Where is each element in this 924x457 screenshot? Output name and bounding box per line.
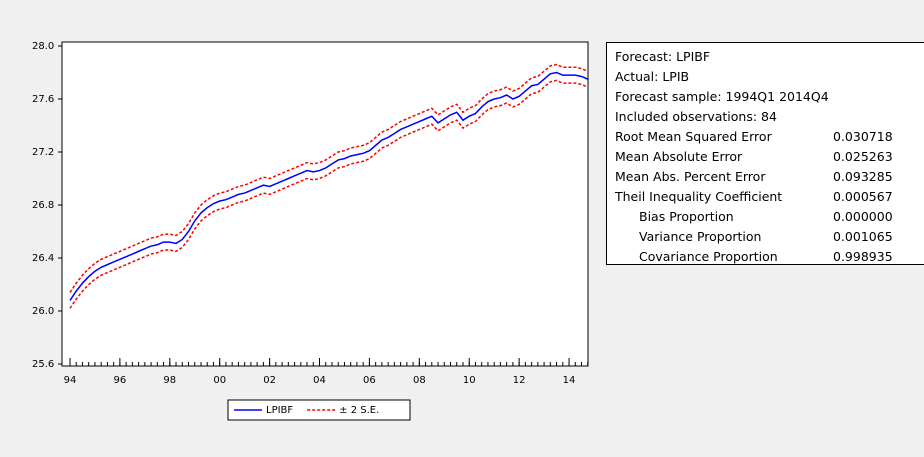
stats-box: Forecast: LPIBF Actual: LPIB Forecast samp… <box>606 42 924 265</box>
stats-line: Forecast: LPIBF <box>615 49 711 64</box>
y-tick-label: 27.6 <box>32 94 54 105</box>
stats-value: 0.025263 <box>833 149 893 164</box>
stats-row: Covariance Proportion 0.998935 <box>615 247 924 267</box>
legend-label: ± 2 S.E. <box>339 405 379 416</box>
stats-line: Actual: LPIB <box>615 69 690 84</box>
chart: 25.6 26.0 26.4 26.8 27.2 27.6 28.0 94 96 98 00 02 04… <box>32 41 589 421</box>
stats-row: Mean Abs. Percent Error 0.093285 <box>615 167 924 187</box>
x-tick-label: 10 <box>463 375 476 386</box>
x-tick-label: 00 <box>213 375 226 386</box>
stats-row: Mean Absolute Error 0.025263 <box>615 147 924 167</box>
y-tick-label: 28.0 <box>32 41 54 52</box>
stats-label: Bias Proportion <box>639 209 734 224</box>
stats-row: Root Mean Squared Error 0.030718 <box>615 127 924 147</box>
legend-label: LPIBF <box>266 405 293 416</box>
y-tick-label: 27.2 <box>32 147 54 158</box>
x-tick-label: 98 <box>163 375 176 386</box>
x-tick-label: 14 <box>563 375 576 386</box>
stats-value: 0.998935 <box>833 249 893 264</box>
stats-value: 0.000567 <box>833 189 893 204</box>
x-tick-label: 02 <box>263 375 276 386</box>
stats-value: 0.030718 <box>833 129 893 144</box>
x-tick-label: 12 <box>513 375 526 386</box>
stats-label: Mean Absolute Error <box>615 149 743 164</box>
x-tick-label: 94 <box>64 375 77 386</box>
line-lower <box>69 79 589 309</box>
x-tick-label: 04 <box>313 375 326 386</box>
stats-label: Mean Abs. Percent Error <box>615 169 766 184</box>
line-upper <box>69 63 589 293</box>
x-tick-label: 08 <box>413 375 426 386</box>
stats-label: Variance Proportion <box>639 229 762 244</box>
stats-label: Root Mean Squared Error <box>615 129 772 144</box>
y-tick-label: 26.0 <box>32 306 54 317</box>
stats-label: Theil Inequality Coefficient <box>615 189 783 204</box>
stats-line: Included observations: 84 <box>615 109 777 124</box>
stats-row: Variance Proportion 0.001065 <box>615 227 924 247</box>
stats-row: Bias Proportion 0.000000 <box>615 207 924 227</box>
y-tick-label: 25.6 <box>32 359 54 370</box>
plot-area <box>61 41 589 367</box>
line-values <box>69 71 589 301</box>
legend: LPIBF ± 2 S.E. <box>227 399 411 421</box>
stats-row: Theil Inequality Coefficient 0.000567 <box>615 187 924 207</box>
y-tick-label: 26.8 <box>32 200 54 211</box>
stats-value: 0.093285 <box>833 169 893 184</box>
stats-value: 0.000000 <box>833 209 893 224</box>
stats-label: Covariance Proportion <box>639 249 778 264</box>
stats-value: 0.001065 <box>833 229 893 244</box>
stats-line: Forecast sample: 1994Q1 2014Q4 <box>615 89 829 104</box>
y-tick-label: 26.4 <box>32 253 54 264</box>
x-tick-label: 06 <box>363 375 376 386</box>
x-tick-label: 96 <box>114 375 127 386</box>
